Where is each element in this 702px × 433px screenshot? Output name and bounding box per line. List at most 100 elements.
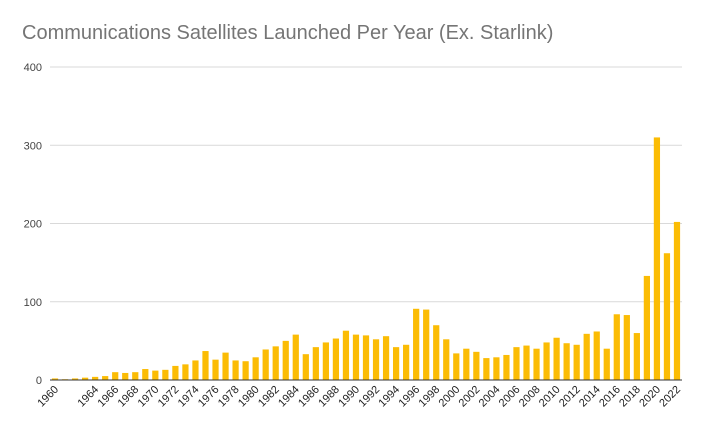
bar bbox=[152, 370, 159, 380]
x-tick-label: 1996 bbox=[396, 384, 422, 410]
x-tick-label: 1976 bbox=[196, 384, 222, 410]
bar bbox=[623, 315, 630, 380]
bar bbox=[312, 347, 319, 380]
bar bbox=[423, 309, 430, 380]
bar bbox=[132, 372, 139, 380]
x-tick-label: 1998 bbox=[417, 384, 443, 410]
bar bbox=[362, 335, 370, 380]
bar bbox=[302, 354, 309, 380]
bar bbox=[453, 353, 460, 380]
x-tick-label: 2000 bbox=[437, 384, 463, 410]
bar bbox=[352, 334, 360, 380]
x-tick-label: 2016 bbox=[597, 384, 623, 410]
y-tick-label: 300 bbox=[24, 140, 42, 152]
bar bbox=[503, 354, 510, 380]
bar bbox=[372, 339, 380, 380]
bar bbox=[172, 365, 179, 380]
bar bbox=[182, 364, 189, 380]
bar bbox=[573, 344, 580, 380]
chart-title: Communications Satellites Launched Per Y… bbox=[22, 22, 554, 44]
bar bbox=[242, 361, 249, 380]
bar bbox=[292, 334, 299, 380]
bar bbox=[162, 369, 169, 380]
x-tick-label: 2014 bbox=[577, 384, 603, 410]
x-tick-label: 2020 bbox=[637, 384, 663, 410]
bar bbox=[413, 308, 420, 380]
x-tick-label: 1978 bbox=[216, 384, 242, 410]
x-tick-label: 1980 bbox=[236, 384, 262, 410]
bar bbox=[71, 378, 79, 380]
bar bbox=[613, 314, 620, 380]
bar bbox=[382, 336, 390, 380]
bar bbox=[633, 333, 640, 380]
bar bbox=[332, 338, 340, 380]
x-tick-label: 1982 bbox=[256, 384, 282, 410]
bar bbox=[102, 376, 109, 380]
bar bbox=[232, 360, 239, 380]
bar bbox=[433, 325, 440, 380]
bar bbox=[202, 351, 209, 380]
bar bbox=[272, 346, 279, 380]
bar bbox=[563, 343, 570, 380]
bar bbox=[403, 344, 410, 380]
x-tick-label: 1972 bbox=[156, 384, 182, 410]
bar bbox=[212, 359, 219, 380]
bar bbox=[583, 333, 590, 380]
bar bbox=[192, 360, 199, 380]
bar bbox=[463, 348, 470, 380]
x-tick-label: 2006 bbox=[497, 384, 523, 410]
x-tick-label: 2018 bbox=[617, 384, 643, 410]
x-tick-label: 1960 bbox=[35, 384, 61, 410]
x-tick-label: 1994 bbox=[376, 384, 402, 410]
x-tick-label: 1990 bbox=[336, 384, 362, 410]
x-tick-label: 1974 bbox=[176, 384, 202, 410]
x-tick-label: 1988 bbox=[316, 384, 342, 410]
x-tick-label: 2008 bbox=[517, 384, 543, 410]
bar bbox=[473, 351, 480, 380]
bar bbox=[493, 357, 500, 380]
x-tick-label: 1970 bbox=[136, 384, 162, 410]
bar bbox=[593, 331, 600, 380]
bar bbox=[262, 349, 269, 380]
x-tick-label: 1964 bbox=[75, 384, 101, 410]
y-tick-label: 200 bbox=[24, 219, 42, 231]
bar bbox=[392, 347, 400, 380]
y-tick-label: 0 bbox=[36, 375, 42, 387]
x-tick-label: 1984 bbox=[276, 384, 302, 410]
x-tick-label: 2022 bbox=[657, 384, 683, 410]
bar bbox=[252, 357, 259, 380]
bar bbox=[82, 377, 89, 380]
x-tick-label: 2004 bbox=[477, 384, 503, 410]
x-tick-label: 2010 bbox=[537, 384, 563, 410]
x-tick-label: 2012 bbox=[557, 384, 583, 410]
bar bbox=[543, 342, 550, 380]
bar bbox=[443, 339, 450, 380]
bar bbox=[523, 345, 530, 380]
bar bbox=[342, 330, 350, 380]
bar bbox=[673, 221, 681, 380]
bar bbox=[142, 369, 149, 380]
bar bbox=[322, 342, 329, 380]
bar bbox=[643, 275, 650, 380]
bar bbox=[222, 352, 229, 380]
bar bbox=[603, 348, 610, 380]
bar bbox=[533, 348, 540, 380]
y-tick-label: 100 bbox=[24, 297, 42, 309]
bar bbox=[92, 376, 99, 380]
x-tick-label: 1966 bbox=[96, 384, 122, 410]
y-tick-label: 400 bbox=[24, 62, 42, 74]
bar bbox=[663, 253, 671, 380]
bar bbox=[513, 347, 520, 380]
x-tick-label: 1986 bbox=[296, 384, 322, 410]
bar bbox=[112, 372, 119, 380]
bar bbox=[553, 337, 560, 380]
bar bbox=[282, 340, 289, 380]
x-tick-label: 1992 bbox=[356, 384, 382, 410]
bar bbox=[51, 378, 59, 380]
bar bbox=[653, 137, 661, 380]
x-tick-label: 1968 bbox=[116, 384, 142, 410]
bar bbox=[483, 358, 490, 380]
bar bbox=[122, 372, 129, 380]
